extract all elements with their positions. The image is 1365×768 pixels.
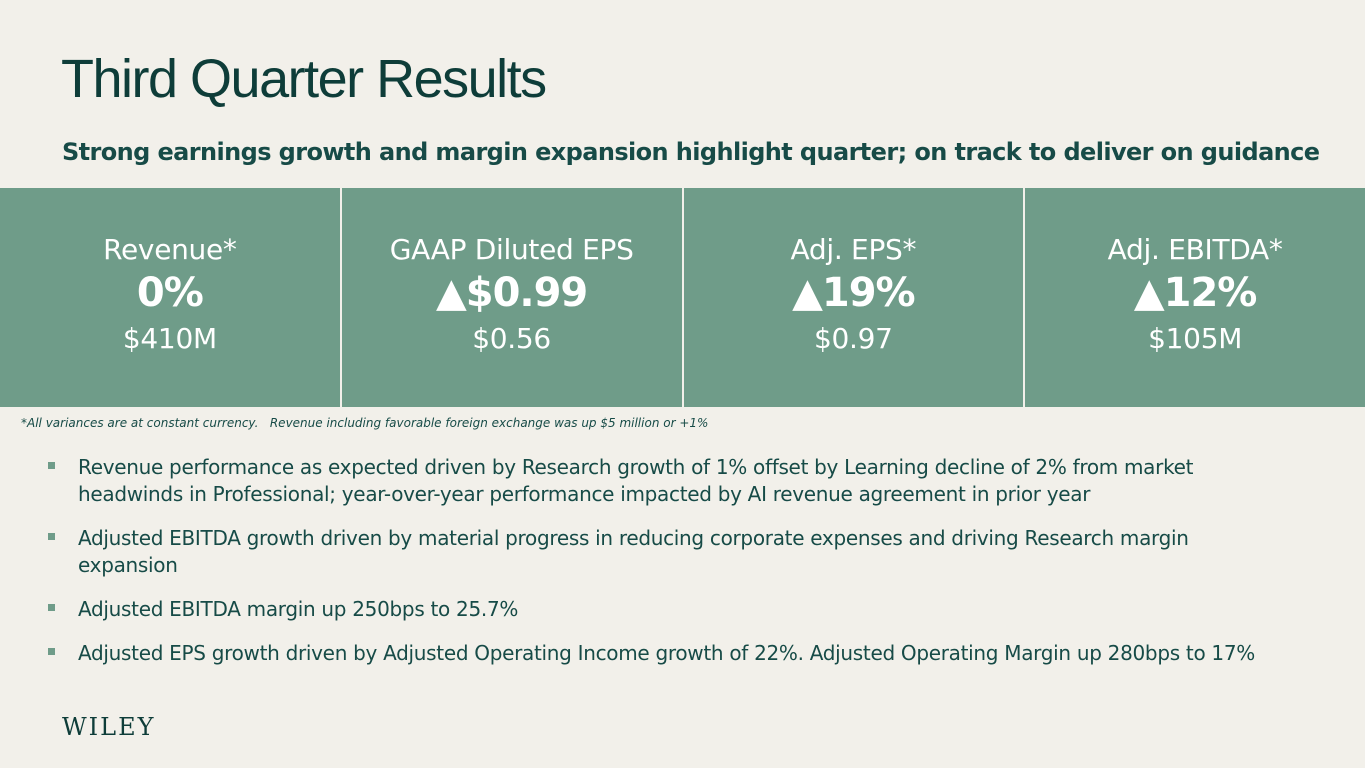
square-bullet-icon <box>48 462 55 469</box>
kpi-change: ▲$0.99 <box>435 270 588 316</box>
kpi-value: $0.56 <box>472 322 551 355</box>
square-bullet-icon <box>48 648 55 655</box>
square-bullet-icon <box>48 604 55 611</box>
bullet-list: Revenue performance as expected driven b… <box>48 454 1328 684</box>
kpi-change: ▲19% <box>792 270 916 316</box>
list-item: Adjusted EBITDA growth driven by materia… <box>48 525 1328 579</box>
square-bullet-icon <box>48 533 55 540</box>
kpi-label: Adj. EPS* <box>790 233 917 266</box>
bullet-text: Adjusted EBITDA margin up 250bps to 25.7… <box>78 597 519 621</box>
footnote: *All variances are at constant currency.… <box>21 416 709 430</box>
page-title: Third Quarter Results <box>61 49 547 109</box>
kpi-value: $0.97 <box>814 322 893 355</box>
kpi-change: 0% <box>136 270 204 316</box>
kpi-value: $410M <box>122 322 217 355</box>
list-item: Adjusted EBITDA margin up 250bps to 25.7… <box>48 596 1328 623</box>
kpi-change: ▲12% <box>1133 270 1258 316</box>
kpi-label: Revenue* <box>103 233 237 266</box>
bullet-text: Revenue performance as expected driven b… <box>78 455 1194 506</box>
page-subtitle: Strong earnings growth and margin expans… <box>62 138 1320 166</box>
kpi-card-gaap-diluted-eps: GAAP Diluted EPS ▲$0.99 $0.56 <box>342 188 684 407</box>
bullet-text: Adjusted EPS growth driven by Adjusted O… <box>78 641 1255 665</box>
wiley-logo: WILEY <box>62 713 156 741</box>
kpi-label: GAAP Diluted EPS <box>389 233 634 266</box>
kpi-band: Revenue* 0% $410M GAAP Diluted EPS ▲$0.9… <box>0 188 1365 407</box>
kpi-card-adj-ebitda: Adj. EBITDA* ▲12% $105M <box>1025 188 1365 407</box>
bullet-text: Adjusted EBITDA growth driven by materia… <box>78 526 1189 577</box>
kpi-card-revenue: Revenue* 0% $410M <box>0 188 342 407</box>
kpi-label: Adj. EBITDA* <box>1107 233 1283 266</box>
list-item: Adjusted EPS growth driven by Adjusted O… <box>48 640 1328 667</box>
list-item: Revenue performance as expected driven b… <box>48 454 1328 508</box>
kpi-card-adj-eps: Adj. EPS* ▲19% $0.97 <box>684 188 1026 407</box>
kpi-value: $105M <box>1148 322 1243 355</box>
